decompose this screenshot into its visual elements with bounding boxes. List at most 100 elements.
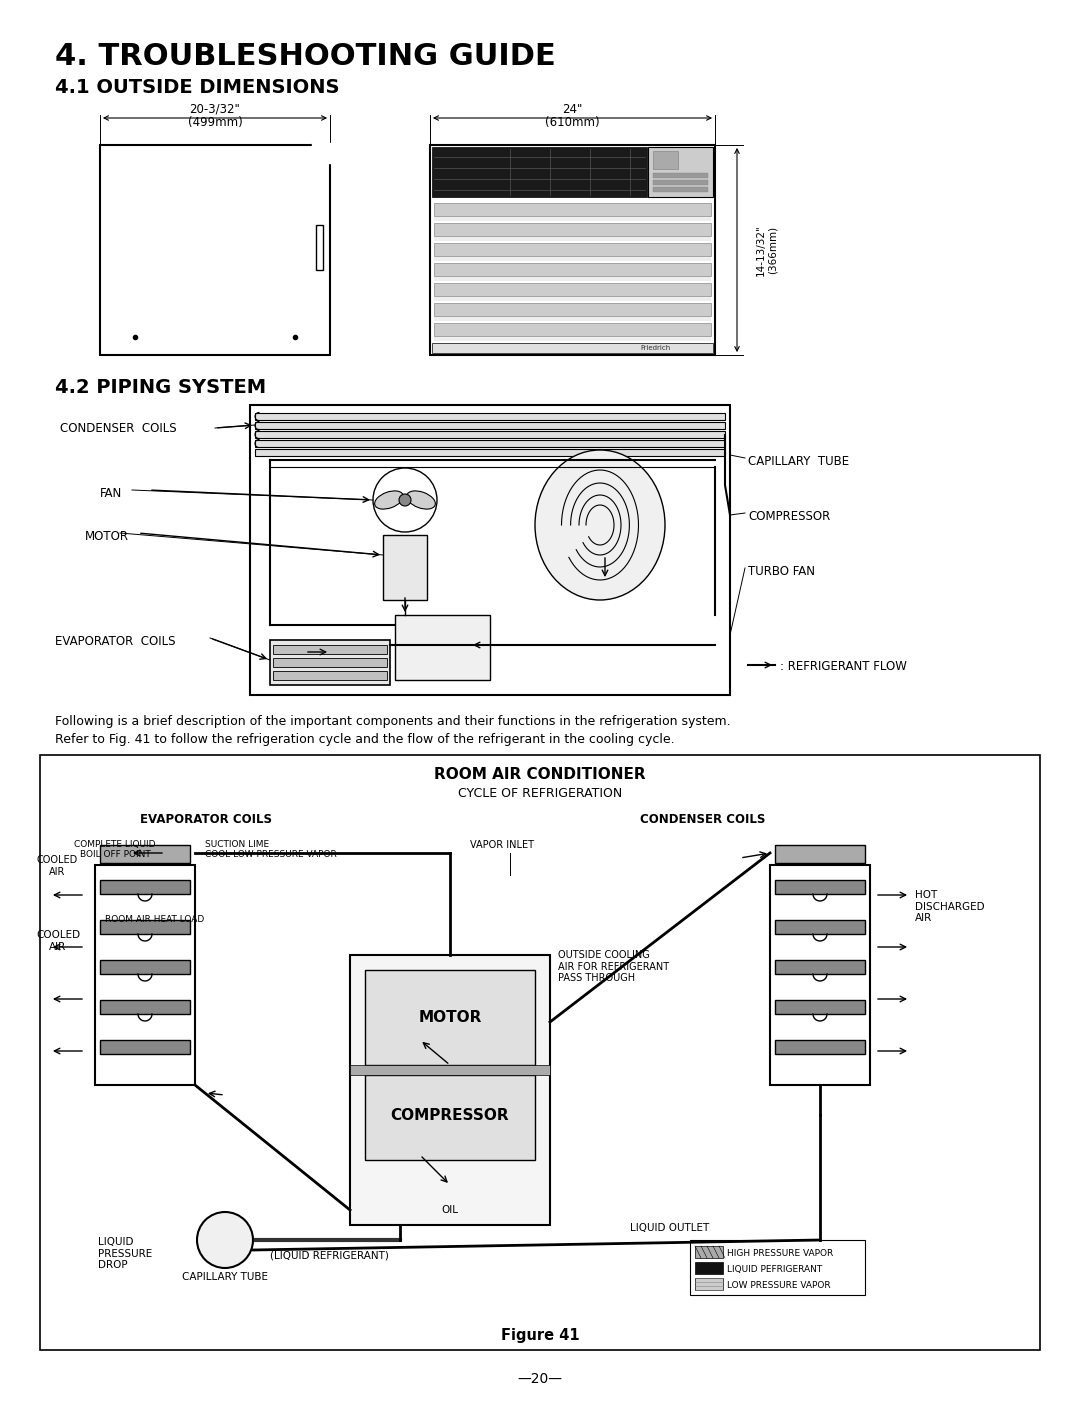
Bar — [434, 318, 711, 320]
Text: —20—: —20— — [517, 1373, 563, 1385]
Text: 4.2 PIPING SYSTEM: 4.2 PIPING SYSTEM — [55, 378, 266, 398]
Text: CAPILLARY  TUBE: CAPILLARY TUBE — [748, 455, 849, 468]
Bar — [775, 1000, 865, 1014]
Bar — [434, 243, 711, 256]
Bar — [434, 263, 711, 275]
Bar — [434, 296, 711, 301]
Text: COMPLETE LIQUID
BOIL OFF POINT: COMPLETE LIQUID BOIL OFF POINT — [75, 840, 156, 860]
Bar — [430, 145, 715, 355]
Text: LIQUID OUTLET: LIQUID OUTLET — [630, 1222, 710, 1234]
Text: (499mm): (499mm) — [188, 117, 242, 129]
Bar — [100, 960, 190, 974]
Bar — [395, 615, 490, 680]
Bar — [775, 880, 865, 894]
Bar — [775, 1040, 865, 1054]
Bar — [434, 323, 711, 336]
Text: HOT
DISCHARGED
AIR: HOT DISCHARGED AIR — [915, 889, 985, 923]
Bar — [696, 1262, 723, 1274]
Text: TURBO FAN: TURBO FAN — [748, 565, 815, 577]
Circle shape — [399, 495, 411, 506]
Text: ROOM AIR CONDITIONER: ROOM AIR CONDITIONER — [434, 767, 646, 783]
Text: OIL: OIL — [442, 1205, 459, 1215]
Bar — [273, 672, 387, 680]
Bar — [255, 450, 725, 457]
Bar — [365, 969, 535, 1065]
Text: 24": 24" — [562, 103, 582, 117]
Bar — [434, 303, 711, 316]
Text: Following is a brief description of the important components and their functions: Following is a brief description of the … — [55, 715, 731, 728]
Bar — [434, 216, 711, 221]
Bar — [100, 1000, 190, 1014]
Bar — [273, 645, 387, 653]
Bar — [434, 337, 711, 341]
Bar — [350, 955, 550, 1225]
Bar — [383, 535, 427, 600]
Text: EVAPORATOR  COILS: EVAPORATOR COILS — [55, 635, 175, 648]
Bar — [434, 237, 711, 242]
Text: 4.1 OUTSIDE DIMENSIONS: 4.1 OUTSIDE DIMENSIONS — [55, 79, 339, 97]
Bar — [696, 1279, 723, 1290]
Text: SUCTION LIME
COOL LOW PRESSURE VAPOR: SUCTION LIME COOL LOW PRESSURE VAPOR — [205, 840, 337, 860]
Bar — [249, 405, 730, 695]
Bar — [100, 880, 190, 894]
Text: 20-3/32": 20-3/32" — [190, 103, 241, 117]
Bar — [100, 844, 190, 863]
Bar — [434, 277, 711, 281]
Ellipse shape — [535, 450, 665, 600]
Bar — [648, 148, 713, 197]
Text: FAN: FAN — [100, 488, 122, 500]
Bar — [434, 257, 711, 261]
Text: COMPRESSOR: COMPRESSOR — [748, 510, 831, 523]
Bar — [100, 920, 190, 934]
Text: 4. TROUBLESHOOTING GUIDE: 4. TROUBLESHOOTING GUIDE — [55, 42, 556, 72]
Text: CONDENSER  COILS: CONDENSER COILS — [60, 422, 177, 436]
Text: LIQUID PEFRIGERANT: LIQUID PEFRIGERANT — [727, 1264, 822, 1274]
Text: LOW PRESSURE VAPOR: LOW PRESSURE VAPOR — [727, 1281, 831, 1290]
Bar — [653, 150, 678, 169]
Bar — [653, 187, 708, 192]
Text: Figure 41: Figure 41 — [501, 1328, 579, 1343]
Bar — [690, 1241, 865, 1295]
Bar — [270, 641, 390, 686]
Text: MOTOR: MOTOR — [418, 1010, 482, 1026]
Text: CYCLE OF REFRIGERATION: CYCLE OF REFRIGERATION — [458, 787, 622, 799]
Text: : REFRIGERANT FLOW: : REFRIGERANT FLOW — [780, 660, 907, 673]
Text: ROOM AIR HEAT LOAD: ROOM AIR HEAT LOAD — [105, 915, 204, 924]
Text: 14-13/32"
(366mm): 14-13/32" (366mm) — [756, 225, 778, 275]
Text: (610mm): (610mm) — [544, 117, 599, 129]
Bar — [100, 1040, 190, 1054]
Text: OUTSIDE COOLING
AIR FOR REFRIGERANT
PASS THROUGH: OUTSIDE COOLING AIR FOR REFRIGERANT PASS… — [558, 950, 670, 984]
Bar — [775, 920, 865, 934]
Text: CONDENSER COILS: CONDENSER COILS — [640, 813, 766, 826]
Text: (LIQUID REFRIGERANT): (LIQUID REFRIGERANT) — [270, 1250, 389, 1260]
Bar — [255, 431, 725, 438]
Text: COOLED
AIR: COOLED AIR — [36, 930, 80, 951]
Bar — [255, 413, 725, 420]
Ellipse shape — [407, 490, 435, 509]
Text: COMPRESSOR: COMPRESSOR — [391, 1109, 510, 1123]
Text: CAPILLARY TUBE: CAPILLARY TUBE — [183, 1272, 268, 1281]
Bar — [95, 865, 195, 1085]
Bar — [316, 225, 323, 270]
Bar — [434, 282, 711, 296]
Circle shape — [197, 1213, 253, 1267]
Bar — [775, 960, 865, 974]
Text: LIQUID
PRESSURE
DROP: LIQUID PRESSURE DROP — [98, 1236, 152, 1270]
Bar — [696, 1246, 723, 1257]
Text: Friedrich: Friedrich — [640, 346, 671, 351]
Bar — [653, 180, 708, 185]
Bar — [434, 223, 711, 236]
Bar — [40, 754, 1040, 1350]
Text: VAPOR INLET: VAPOR INLET — [470, 840, 534, 850]
Bar — [100, 145, 330, 355]
Bar — [273, 658, 387, 667]
Ellipse shape — [375, 490, 403, 509]
Bar — [255, 440, 725, 447]
Text: EVAPORATOR COILS: EVAPORATOR COILS — [140, 813, 272, 826]
Text: Refer to Fig. 41 to follow the refrigeration cycle and the flow of the refrigera: Refer to Fig. 41 to follow the refrigera… — [55, 733, 675, 746]
Text: HIGH PRESSURE VAPOR: HIGH PRESSURE VAPOR — [727, 1249, 834, 1257]
Bar — [255, 422, 725, 429]
Bar — [770, 865, 870, 1085]
Text: COOLED
AIR: COOLED AIR — [37, 856, 78, 877]
Bar — [365, 1075, 535, 1161]
